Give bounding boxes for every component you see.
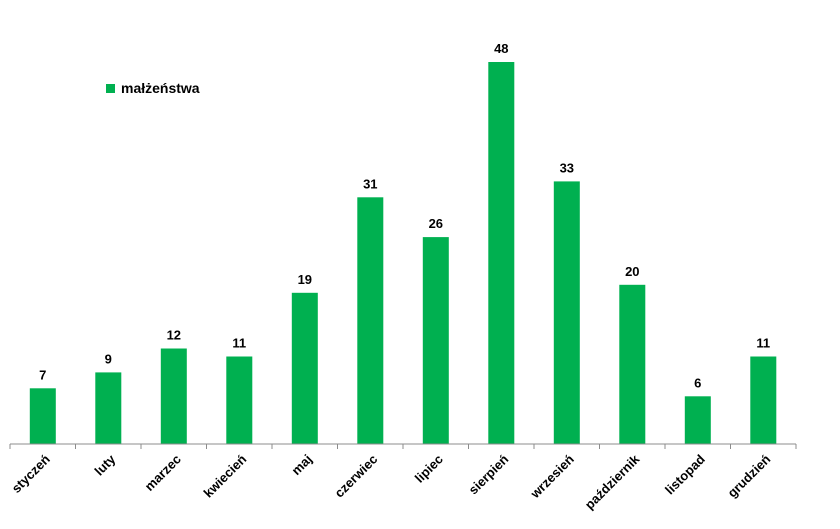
category-label-lipiec: lipiec bbox=[412, 452, 446, 486]
category-label-październik: październik bbox=[582, 451, 643, 512]
legend-label: małżeństwa bbox=[121, 80, 200, 96]
category-label-luty: luty bbox=[91, 451, 118, 478]
bar-czerwiec bbox=[357, 197, 384, 444]
value-label-listopad: 6 bbox=[694, 375, 701, 390]
bar-sierpień bbox=[488, 62, 515, 444]
value-label-październik: 20 bbox=[625, 264, 639, 279]
category-label-maj: maj bbox=[288, 452, 314, 478]
value-label-maj: 19 bbox=[298, 272, 312, 287]
category-label-kwiecień: kwiecień bbox=[200, 451, 249, 500]
bar-lipiec bbox=[422, 237, 449, 444]
category-label-styczeń: styczeń bbox=[9, 451, 53, 495]
bar-styczeń bbox=[29, 388, 56, 444]
value-label-kwiecień: 11 bbox=[232, 336, 246, 351]
value-label-czerwiec: 31 bbox=[363, 176, 377, 191]
value-label-luty: 9 bbox=[105, 351, 112, 366]
value-labels-group: 7 9 12 11 19 31 26 48 33 20 6 11 bbox=[39, 41, 770, 390]
bar-wrzesień bbox=[553, 181, 580, 444]
value-label-marzec: 12 bbox=[167, 328, 181, 343]
category-label-listopad: listopad bbox=[662, 451, 708, 497]
bars-group bbox=[29, 62, 777, 445]
x-axis-ticks bbox=[9, 444, 797, 449]
bar-październik bbox=[619, 284, 646, 444]
value-label-styczeń: 7 bbox=[39, 367, 46, 382]
legend: małżeństwa bbox=[106, 80, 200, 96]
value-label-lipiec: 26 bbox=[429, 216, 443, 231]
bar-listopad bbox=[684, 396, 711, 445]
category-labels-group: styczeń luty marzec kwiecień maj czerwiec lipi… bbox=[9, 451, 774, 512]
bar-luty bbox=[95, 372, 122, 444]
bar-kwiecień bbox=[226, 356, 253, 444]
category-label-wrzesień: wrzesień bbox=[527, 451, 577, 501]
value-label-wrzesień: 33 bbox=[560, 160, 574, 175]
bar-maj bbox=[291, 292, 318, 444]
value-label-grudzień: 11 bbox=[756, 336, 770, 351]
category-label-marzec: marzec bbox=[142, 452, 184, 494]
bar-grudzień bbox=[750, 356, 777, 444]
bar-marzec bbox=[160, 348, 187, 444]
category-label-sierpień: sierpień bbox=[466, 451, 512, 497]
category-label-czerwiec: czerwiec bbox=[331, 452, 380, 501]
value-label-sierpień: 48 bbox=[494, 41, 508, 56]
category-label-grudzień: grudzień bbox=[725, 451, 774, 500]
legend-swatch bbox=[106, 83, 115, 93]
